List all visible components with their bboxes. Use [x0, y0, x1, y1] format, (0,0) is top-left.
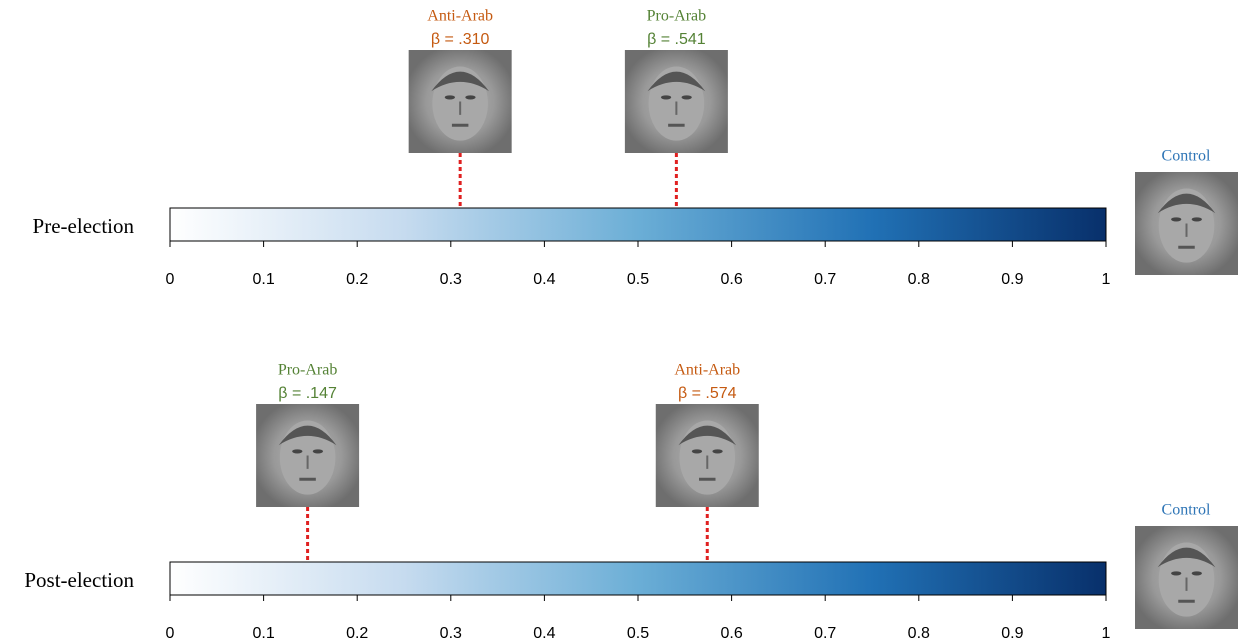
- face-eye: [682, 95, 692, 99]
- series-name: Anti-Arab: [674, 362, 740, 379]
- x-tick-label: 0.1: [252, 271, 274, 288]
- control-label: Control: [1162, 148, 1211, 165]
- x-tick-label: 0.9: [1001, 271, 1023, 288]
- x-tick-label: 0.4: [533, 271, 555, 288]
- x-tick-label: 0.9: [1001, 625, 1023, 642]
- x-tick-label: 1: [1102, 271, 1111, 288]
- x-tick-label: 0.5: [627, 625, 649, 642]
- face-eye: [445, 95, 455, 99]
- x-tick-label: 0.8: [908, 271, 930, 288]
- face-eye: [313, 449, 323, 453]
- face-eye: [1192, 571, 1202, 575]
- x-tick-label: 0.4: [533, 625, 555, 642]
- face-image: [656, 404, 759, 507]
- face-eye: [465, 95, 475, 99]
- value-label: β = .147: [278, 385, 337, 402]
- x-tick-label: 0.7: [814, 625, 836, 642]
- color-bar: [170, 208, 1106, 241]
- face-eye: [1171, 571, 1181, 575]
- series-name: Pro-Arab: [647, 8, 707, 25]
- figure: Pre-election 0 0.1 0.2 0.3 0.4 0.5 0.6 0.7 0.8 0.9…: [0, 0, 1243, 642]
- x-tick-label: 0.2: [346, 625, 368, 642]
- x-tick-label: 0.7: [814, 271, 836, 288]
- panel-label: Post-election: [24, 568, 134, 592]
- color-bar: [170, 562, 1106, 595]
- x-tick-label: 0.8: [908, 625, 930, 642]
- x-tick-label: 0.5: [627, 271, 649, 288]
- face-image: [625, 50, 728, 153]
- face-image: [1135, 172, 1238, 275]
- face-image: [256, 404, 359, 507]
- x-tick-label: 0.6: [720, 271, 742, 288]
- panel-label: Pre-election: [33, 214, 135, 238]
- value-label: β = .310: [431, 31, 490, 48]
- x-tick-label: 0.1: [252, 625, 274, 642]
- x-tick-label: 0: [166, 271, 175, 288]
- x-tick-label: 1: [1102, 625, 1111, 642]
- face-image: [409, 50, 512, 153]
- value-label: β = .541: [647, 31, 706, 48]
- face-eye: [1171, 217, 1181, 221]
- x-tick-label: 0: [166, 625, 175, 642]
- face-eye: [292, 449, 302, 453]
- face-eye: [661, 95, 671, 99]
- series-name: Pro-Arab: [278, 362, 338, 379]
- x-tick-label: 0.2: [346, 271, 368, 288]
- control-label: Control: [1162, 502, 1211, 519]
- x-tick-label: 0.3: [440, 625, 462, 642]
- face-image: [1135, 526, 1238, 629]
- face-eye: [692, 449, 702, 453]
- face-eye: [1192, 217, 1202, 221]
- x-tick-label: 0.6: [720, 625, 742, 642]
- value-label: β = .574: [678, 385, 737, 402]
- x-tick-label: 0.3: [440, 271, 462, 288]
- face-eye: [712, 449, 722, 453]
- series-name: Anti-Arab: [427, 8, 493, 25]
